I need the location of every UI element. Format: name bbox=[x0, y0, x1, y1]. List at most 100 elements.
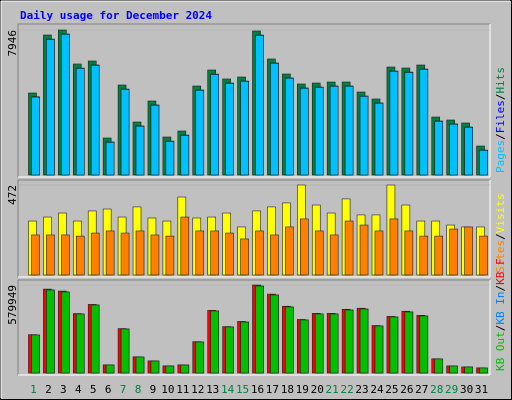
x-tick-label: 12 bbox=[191, 383, 204, 396]
bar bbox=[31, 334, 40, 374]
bar bbox=[314, 230, 324, 276]
bar bbox=[464, 226, 473, 276]
chart-title: Daily usage for December 2024 bbox=[20, 9, 212, 22]
legend-entry: Hits bbox=[494, 67, 507, 94]
legend-entry: Sites bbox=[494, 240, 507, 273]
bar bbox=[255, 230, 264, 276]
bar bbox=[389, 218, 399, 276]
x-tick-label: 14 bbox=[221, 383, 235, 396]
bar bbox=[240, 238, 249, 276]
x-tick-label: 17 bbox=[266, 383, 279, 396]
bar bbox=[150, 360, 160, 374]
bar bbox=[285, 306, 294, 374]
legend-separator: / bbox=[494, 233, 507, 240]
legend-entry: KB F bbox=[494, 258, 507, 285]
bar bbox=[255, 35, 264, 176]
bar bbox=[285, 77, 294, 176]
bar bbox=[479, 150, 488, 176]
bar bbox=[165, 365, 175, 374]
legend-entry: Visits bbox=[494, 194, 507, 234]
bar bbox=[180, 364, 190, 374]
bar bbox=[359, 96, 369, 176]
bar bbox=[240, 321, 249, 374]
bar bbox=[75, 313, 85, 374]
bar bbox=[90, 304, 100, 374]
x-tick-label: 7 bbox=[120, 383, 127, 396]
bar bbox=[270, 294, 279, 374]
bar bbox=[434, 121, 444, 176]
x-tick-label: 2 bbox=[45, 383, 52, 396]
x-tick-label: 3 bbox=[60, 383, 67, 396]
legend: Sites/Visits bbox=[494, 194, 507, 274]
bar bbox=[31, 234, 40, 276]
bar bbox=[434, 235, 444, 276]
bar bbox=[210, 230, 219, 276]
legend: KB Out/KB In/KB F bbox=[494, 258, 507, 371]
bar bbox=[419, 69, 429, 176]
x-tick-label: 20 bbox=[311, 383, 324, 396]
bar bbox=[374, 102, 384, 176]
bar bbox=[300, 319, 309, 374]
bar bbox=[255, 285, 264, 374]
bar bbox=[165, 141, 175, 176]
bar bbox=[464, 127, 473, 176]
bar bbox=[90, 65, 100, 176]
legend-separator: / bbox=[494, 285, 507, 292]
x-tick-label: 19 bbox=[296, 383, 309, 396]
bar bbox=[31, 96, 40, 176]
bar bbox=[404, 72, 414, 176]
bar bbox=[344, 86, 354, 176]
bar bbox=[195, 341, 205, 374]
bar bbox=[120, 232, 130, 276]
bar bbox=[389, 316, 399, 374]
x-tick-label: 10 bbox=[161, 383, 174, 396]
bar bbox=[105, 364, 115, 374]
bar bbox=[195, 90, 205, 176]
bar bbox=[120, 328, 130, 374]
x-tick-label: 22 bbox=[340, 383, 353, 396]
bar bbox=[374, 230, 384, 276]
x-tick-label: 29 bbox=[445, 383, 458, 396]
bar bbox=[210, 310, 219, 374]
bar bbox=[135, 125, 145, 176]
bar bbox=[61, 234, 70, 276]
bar bbox=[314, 87, 324, 176]
bar bbox=[285, 226, 294, 276]
bar bbox=[105, 142, 115, 176]
bar bbox=[240, 81, 249, 176]
bar bbox=[449, 228, 458, 276]
bar bbox=[329, 86, 339, 176]
legend-entry: Pages bbox=[494, 140, 507, 173]
bar bbox=[404, 230, 414, 276]
x-tick-label: 1 bbox=[30, 383, 37, 396]
x-tick-label: 26 bbox=[400, 383, 413, 396]
bar bbox=[225, 232, 234, 276]
bar bbox=[374, 325, 384, 374]
legend-separator: / bbox=[494, 325, 507, 332]
legend-separator: / bbox=[494, 133, 507, 140]
bar bbox=[449, 365, 458, 374]
bar bbox=[314, 313, 324, 374]
x-tick-label: 31 bbox=[475, 383, 488, 396]
x-tick-label: 23 bbox=[355, 383, 368, 396]
bar bbox=[270, 234, 279, 276]
bar bbox=[434, 358, 444, 374]
bar bbox=[46, 289, 55, 374]
y-tick-label: 579949 bbox=[6, 285, 19, 325]
bar bbox=[150, 104, 160, 176]
bar bbox=[329, 313, 339, 374]
x-tick-label: 8 bbox=[135, 383, 142, 396]
bar bbox=[419, 315, 429, 374]
x-tick-label: 11 bbox=[176, 383, 189, 396]
bar bbox=[359, 308, 369, 374]
legend-entry: Files bbox=[494, 100, 507, 133]
bar bbox=[449, 123, 458, 176]
bar bbox=[464, 366, 473, 374]
bar bbox=[46, 234, 55, 276]
bar bbox=[344, 309, 354, 374]
legend-entry: KB In bbox=[494, 292, 507, 325]
x-tick-label: 16 bbox=[251, 383, 264, 396]
bar bbox=[479, 235, 488, 276]
